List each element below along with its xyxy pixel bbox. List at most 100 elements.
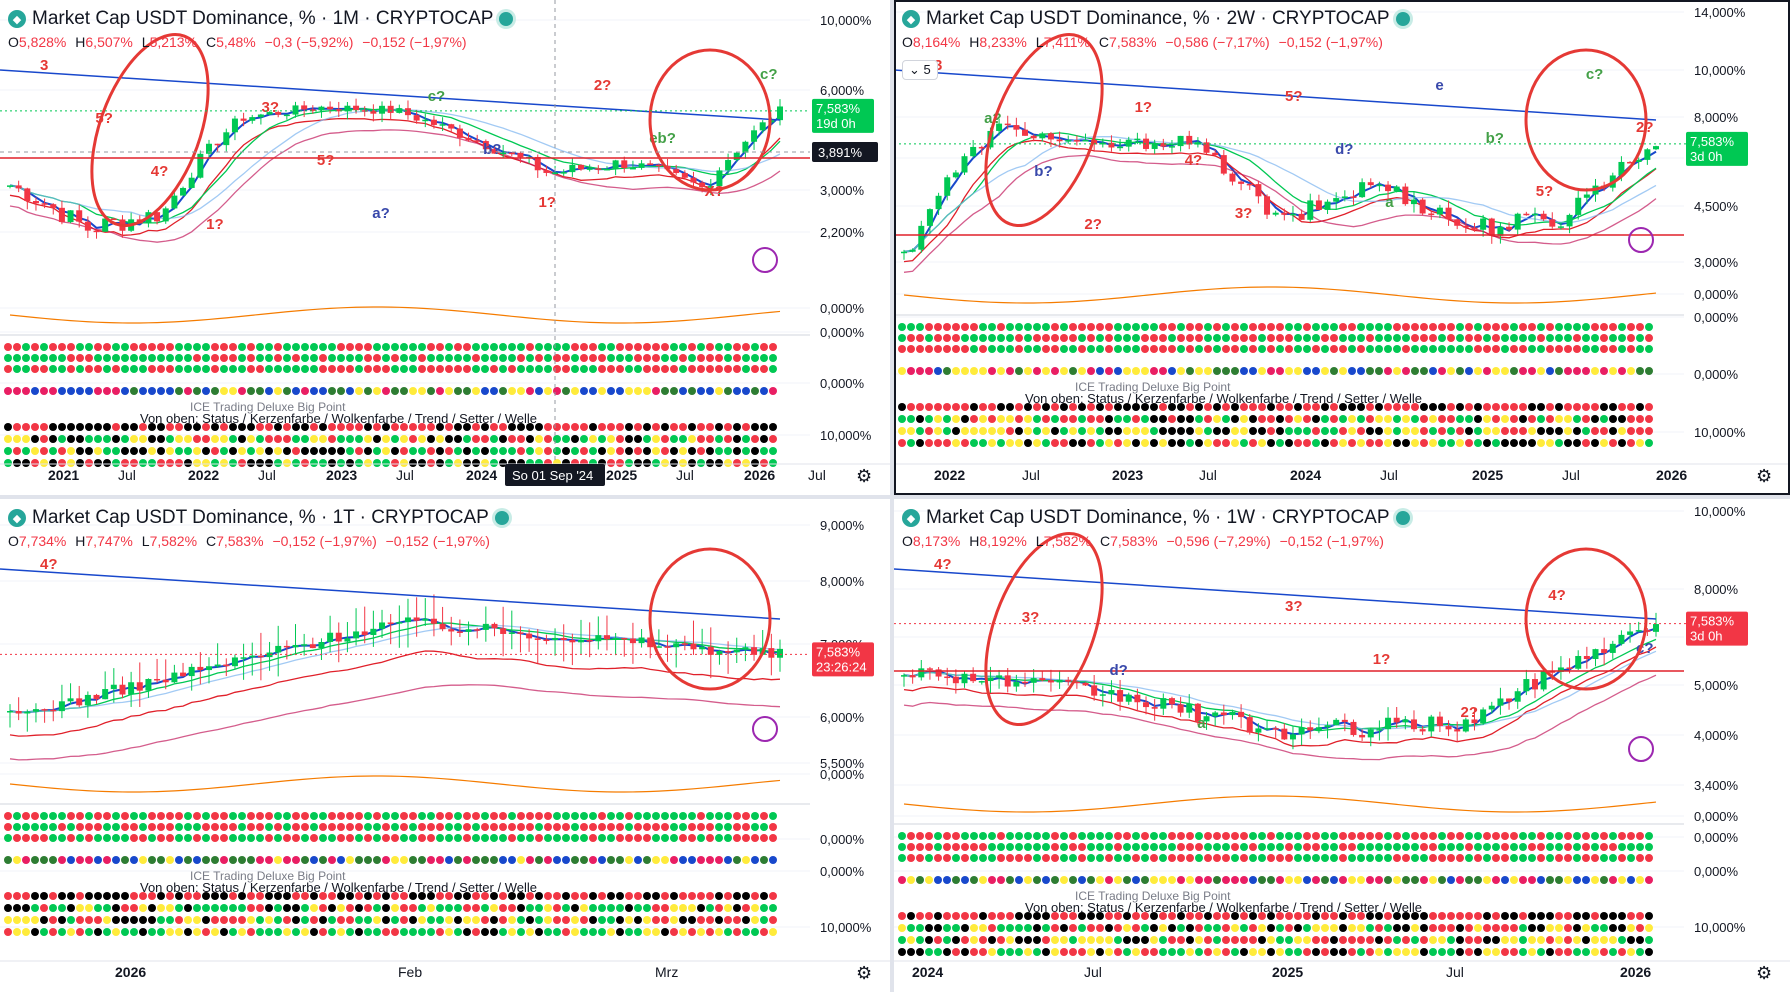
signal-dot — [328, 834, 336, 842]
signal-dot — [1465, 936, 1473, 944]
signal-dot — [1285, 876, 1293, 884]
signal-dot — [85, 459, 93, 467]
signal-dot — [184, 459, 192, 467]
signal-dot — [544, 387, 552, 395]
signal-dot — [1177, 345, 1185, 353]
candle-body — [76, 698, 83, 706]
signal-dot — [490, 904, 498, 912]
chart-pane-2w[interactable]: ◆ Market Cap USDT Dominance, % · 2W · CR… — [894, 0, 1790, 495]
signal-dot — [1015, 948, 1023, 956]
signal-dot — [1321, 876, 1329, 884]
symbol-icon[interactable]: ◆ — [902, 10, 920, 28]
pane-title[interactable]: Market Cap USDT Dominance, % · 1W · CRYP… — [926, 507, 1390, 528]
signal-dot — [1519, 334, 1527, 342]
candle-body — [482, 623, 489, 630]
signal-dot — [1636, 832, 1644, 840]
chart-pane-1t[interactable]: ◆ Market Cap USDT Dominance, % · 1T · CR… — [0, 499, 890, 992]
signal-dot — [490, 928, 498, 936]
signal-dot — [1384, 948, 1392, 956]
signal-dot — [988, 403, 996, 411]
signal-dot — [1528, 415, 1536, 423]
signal-dot — [1276, 367, 1284, 375]
signal-dot — [121, 834, 129, 842]
signal-dot — [229, 823, 237, 831]
pane-divider-horizontal[interactable] — [0, 495, 1790, 499]
symbol-icon[interactable]: ◆ — [8, 10, 26, 28]
signal-dot — [103, 365, 111, 373]
signal-dot — [1573, 832, 1581, 840]
signal-dot — [1366, 415, 1374, 423]
candle-body — [978, 146, 985, 149]
signal-dot — [724, 435, 732, 443]
signal-dot — [301, 928, 309, 936]
signal-dot — [1366, 948, 1374, 956]
signal-dot — [211, 892, 219, 900]
signal-dot — [112, 812, 120, 820]
signal-dot — [1366, 843, 1374, 851]
pane-title[interactable]: Market Cap USDT Dominance, % · 1T · CRYP… — [32, 507, 489, 528]
pane-title[interactable]: Market Cap USDT Dominance, % · 2W · CRYP… — [926, 8, 1390, 29]
signal-dot — [553, 834, 561, 842]
signal-dot — [1636, 403, 1644, 411]
signal-dot — [670, 423, 678, 431]
symbol-icon[interactable]: ◆ — [902, 509, 920, 527]
signal-dot — [562, 343, 570, 351]
symbol-icon[interactable]: ◆ — [8, 509, 26, 527]
signal-dot — [1222, 334, 1230, 342]
signal-dot — [1555, 439, 1563, 447]
signal-dot — [1384, 403, 1392, 411]
candle-body — [335, 632, 342, 642]
signal-dot — [652, 447, 660, 455]
chart-canvas[interactable]: 35?4?1?3?5?a?c?b?1?2?eb?X?c?ICE Trading … — [0, 0, 890, 495]
candle-body — [1488, 218, 1495, 236]
signal-dot — [373, 928, 381, 936]
signal-dot — [625, 928, 633, 936]
signal-dot — [94, 856, 102, 864]
candle-body — [1004, 123, 1011, 126]
signal-dot — [1438, 427, 1446, 435]
chart-canvas[interactable]: 3,706%3a?b?2?1?4?3?5?d?aeb?5?c?2?ICE Tra… — [894, 0, 1790, 495]
signal-dot — [916, 367, 924, 375]
signal-dot — [220, 387, 228, 395]
time-tick-label: 2022 — [188, 467, 219, 483]
signal-dot — [526, 354, 534, 362]
last-price-label: 7,583% — [1690, 134, 1735, 149]
chart-pane-1m[interactable]: ◆ Market Cap USDT Dominance, % · 1M · CR… — [0, 0, 890, 495]
signal-dot — [112, 834, 120, 842]
signal-dot — [148, 387, 156, 395]
signal-dot — [400, 365, 408, 373]
signal-dot — [1411, 876, 1419, 884]
price-tick-label: 4,000% — [1694, 728, 1739, 743]
chart-canvas[interactable]: 3,706%4?3?d?a3?1?2?4?c?ICE Trading Delux… — [894, 499, 1790, 992]
signal-dot — [979, 367, 987, 375]
signal-dot — [751, 365, 759, 373]
candle-body — [578, 639, 585, 643]
chart-pane-1w[interactable]: ◆ Market Cap USDT Dominance, % · 1W · CR… — [894, 499, 1790, 992]
signal-dot — [310, 904, 318, 912]
signal-dot — [472, 423, 480, 431]
signal-dot — [184, 435, 192, 443]
signal-dot — [121, 904, 129, 912]
signal-dot — [364, 423, 372, 431]
signal-dot — [184, 823, 192, 831]
signal-dot — [1249, 912, 1257, 920]
signal-dot — [1618, 936, 1626, 944]
signal-dot — [274, 834, 282, 842]
signal-dot — [1258, 345, 1266, 353]
signal-dot — [1078, 843, 1086, 851]
signal-dot — [418, 928, 426, 936]
candle-body — [396, 622, 403, 624]
signal-dot — [67, 916, 75, 924]
signal-dot — [1213, 948, 1221, 956]
signal-dot — [1069, 323, 1077, 331]
indicator-collapse-button[interactable]: ⌄ 5 — [902, 60, 938, 80]
signal-dot — [211, 354, 219, 362]
signal-dot — [1114, 403, 1122, 411]
signal-dot — [94, 928, 102, 936]
signal-dot — [916, 843, 924, 851]
signal-dot — [382, 823, 390, 831]
signal-dot — [661, 823, 669, 831]
pane-title[interactable]: Market Cap USDT Dominance, % · 1M · CRYP… — [32, 8, 494, 29]
candle-body — [1281, 728, 1288, 740]
